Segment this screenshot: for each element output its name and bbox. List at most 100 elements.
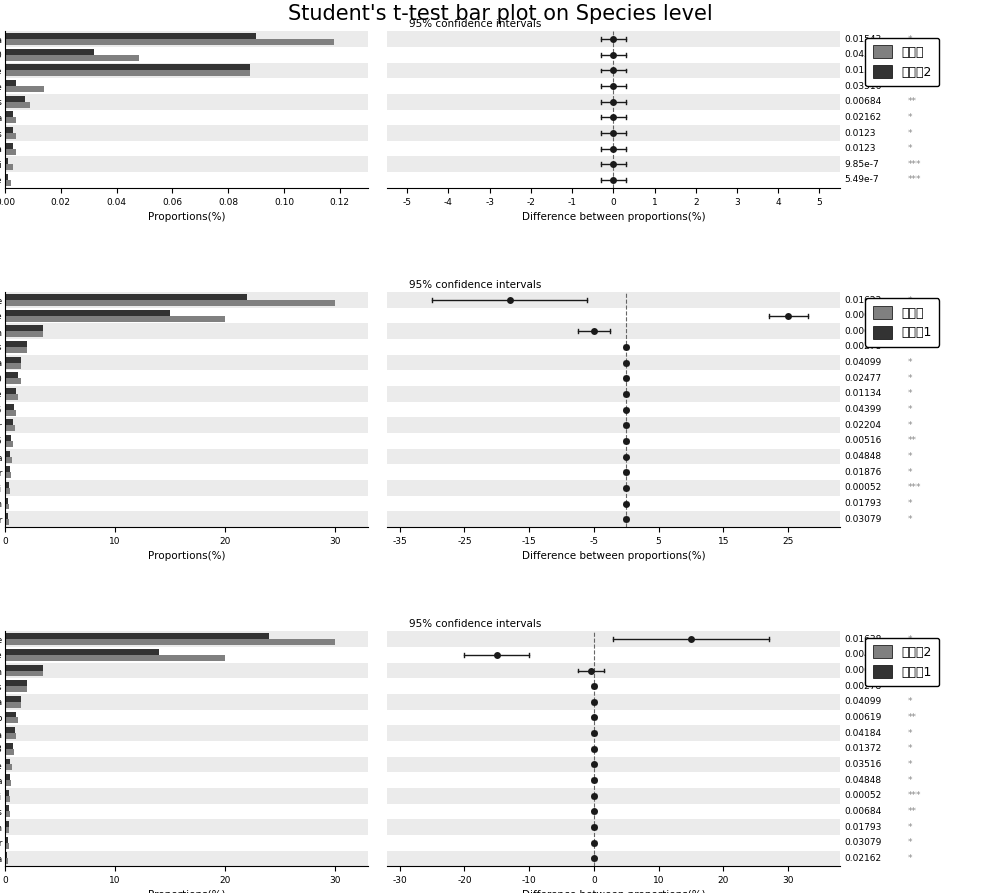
Bar (5, 741, 368, 756)
X-axis label: Difference between proportions(%): Difference between proportions(%) (522, 551, 705, 562)
Point (605, 47, 621, 62)
Point (586, 710, 602, 724)
Bar (5, 647, 368, 663)
Bar (5, 710, 368, 725)
Point (618, 465, 634, 480)
Bar (5, 441, 13, 446)
Bar (387, 741, 840, 756)
Bar (5, 497, 8, 504)
Bar (5, 402, 368, 417)
Bar (387, 663, 840, 679)
Text: 0.01395: 0.01395 (845, 66, 882, 75)
Bar (5, 433, 368, 448)
Bar (5, 819, 368, 835)
Bar (5, 110, 368, 125)
X-axis label: Proportions(%): Proportions(%) (148, 551, 225, 562)
Bar (5, 63, 368, 79)
X-axis label: Proportions(%): Proportions(%) (148, 890, 225, 893)
Point (618, 480, 634, 495)
Bar (387, 292, 840, 308)
Text: 0.04099: 0.04099 (845, 697, 882, 706)
Bar (387, 496, 840, 512)
Bar (5, 837, 8, 843)
Bar (387, 371, 840, 386)
Bar (387, 141, 840, 156)
Text: 0.01793: 0.01793 (845, 822, 882, 831)
Bar (387, 47, 840, 63)
Bar (5, 117, 16, 123)
Point (618, 387, 634, 401)
Text: 95% confidence intervals: 95% confidence intervals (409, 619, 542, 630)
Bar (5, 448, 368, 464)
Bar (387, 156, 840, 172)
Bar (5, 702, 21, 708)
Bar (5, 835, 368, 850)
Point (605, 63, 621, 78)
Text: ***: *** (908, 160, 921, 169)
Bar (5, 156, 368, 172)
Point (586, 773, 602, 788)
Text: 0.01623: 0.01623 (845, 296, 882, 305)
Bar (5, 451, 10, 456)
Bar (5, 743, 13, 749)
Bar (5, 294, 247, 300)
Point (489, 647, 505, 662)
Bar (387, 756, 840, 772)
Bar (5, 789, 9, 796)
Text: 0.04399: 0.04399 (845, 405, 882, 414)
Text: 0.0123: 0.0123 (845, 129, 876, 138)
Text: *: * (908, 50, 912, 59)
Bar (387, 386, 840, 402)
Text: **: ** (908, 713, 917, 722)
Text: 9.85e-7: 9.85e-7 (845, 160, 879, 169)
Point (502, 293, 518, 307)
Bar (5, 71, 250, 76)
Text: *: * (908, 635, 912, 644)
Bar (5, 172, 368, 188)
Bar (5, 504, 9, 510)
Text: *: * (908, 760, 912, 769)
Bar (5, 812, 10, 817)
Text: Student's t-test bar plot on Species level: Student's t-test bar plot on Species lev… (288, 4, 712, 24)
Bar (5, 686, 27, 692)
Text: 0.01793: 0.01793 (845, 499, 882, 508)
Text: 0.04099: 0.04099 (845, 358, 882, 367)
Bar (5, 143, 13, 148)
Text: 0.04848: 0.04848 (845, 452, 882, 461)
Point (618, 434, 634, 448)
Bar (5, 804, 368, 819)
Bar (5, 631, 368, 647)
Text: *: * (908, 81, 912, 90)
Bar (5, 649, 159, 655)
Point (605, 32, 621, 46)
Bar (5, 519, 9, 525)
Bar (5, 774, 10, 780)
Text: *: * (908, 697, 912, 706)
Text: 0.02162: 0.02162 (845, 113, 882, 121)
Text: *: * (908, 729, 912, 738)
Text: **: ** (908, 97, 917, 106)
Text: *: * (908, 35, 912, 44)
Bar (5, 39, 334, 45)
Text: ***: *** (908, 483, 921, 492)
Text: 0.04388: 0.04388 (845, 50, 882, 59)
Text: *: * (908, 374, 912, 383)
Bar (5, 404, 14, 410)
Text: 0.04184: 0.04184 (845, 729, 882, 738)
Text: 0.02204: 0.02204 (845, 421, 882, 430)
Bar (5, 764, 12, 771)
Bar (5, 717, 18, 723)
Text: 95% confidence intervals: 95% confidence intervals (409, 280, 542, 290)
Bar (5, 47, 368, 63)
Bar (5, 694, 368, 710)
Bar (5, 733, 16, 739)
Bar (387, 402, 840, 417)
Text: *: * (908, 514, 912, 523)
Bar (5, 679, 368, 694)
Bar (387, 79, 840, 94)
Bar (5, 417, 368, 433)
Bar (5, 420, 13, 425)
Bar (5, 663, 368, 679)
Bar (5, 480, 368, 496)
Bar (5, 827, 9, 833)
